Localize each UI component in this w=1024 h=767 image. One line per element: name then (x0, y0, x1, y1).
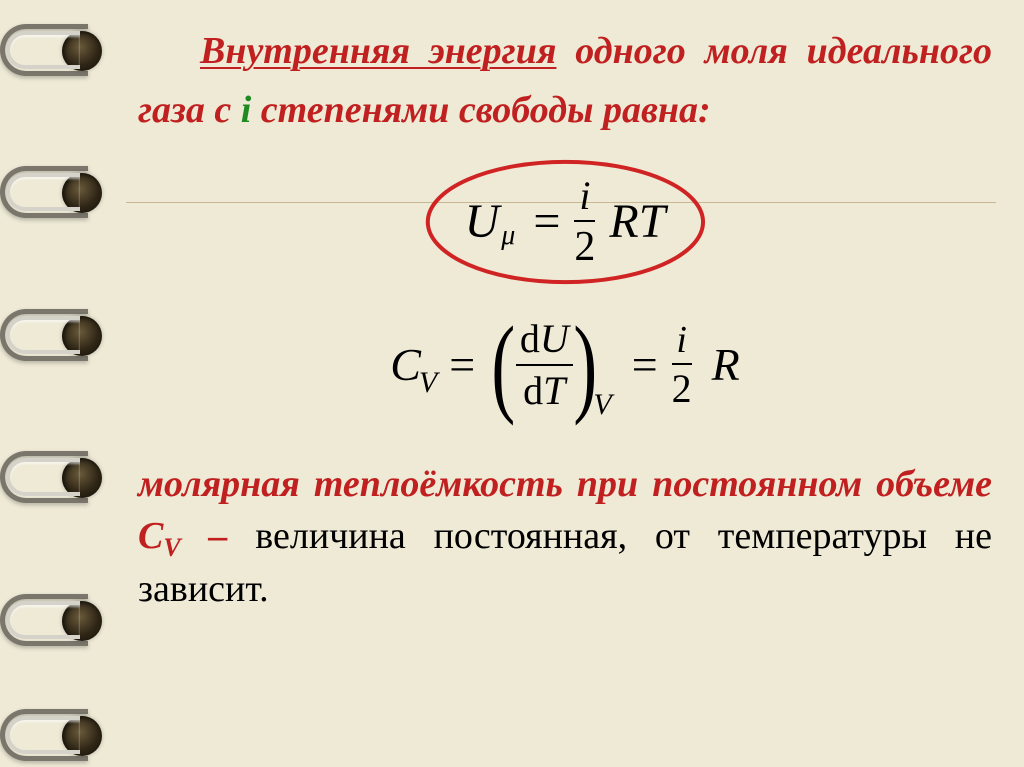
heading-i: i (241, 89, 252, 131)
binding-ring (0, 306, 120, 366)
paragraph: молярная теплоёмкость при постоянном объ… (138, 458, 992, 615)
formula-1-block: Uμ = i 2 RT (138, 158, 992, 286)
heading-line3: свободы равна: (459, 89, 711, 131)
f1-num: i (577, 176, 592, 220)
f1-U: U (465, 194, 500, 249)
binding-ring (0, 21, 120, 81)
heading: Внутренняя энергия одного моля идеальног… (138, 22, 992, 140)
f2-subV: V (593, 388, 611, 422)
f2-eq1: = (449, 338, 475, 391)
binding-ring (0, 591, 120, 651)
formula-2-block: CV = ( dU dT ) V = i 2 R (138, 314, 992, 416)
formula-1-oval: Uμ = i 2 RT (419, 158, 712, 286)
f2-paren: ( dU dT ) V (485, 314, 622, 416)
binding-ring (0, 163, 120, 223)
heading-underlined: Внутренняя энергия (200, 30, 556, 72)
page-content: Внутренняя энергия одного моля идеальног… (126, 0, 1024, 767)
f2-R: R (712, 338, 740, 391)
f1-frac: i 2 (574, 176, 595, 268)
f1-eq: = (533, 194, 560, 249)
f1-RT: RT (609, 194, 665, 249)
f2-Cv: CV (390, 338, 439, 391)
para-plain: величина постоянная, от температуры не з… (138, 515, 992, 609)
formula-1: Uμ = i 2 RT (465, 176, 666, 268)
f2-dUdT: dU dT (516, 314, 573, 416)
heading-rest-1: одного моля (556, 30, 787, 72)
f2-eq2: = (632, 338, 658, 391)
f2-lparen: ( (492, 321, 516, 409)
f2-frac: i 2 (672, 321, 692, 409)
f1-mu: μ (501, 220, 515, 252)
spiral-binding (0, 0, 120, 767)
f1-den: 2 (574, 222, 595, 268)
heading-line2-post: степенями (251, 89, 449, 131)
formula-2: CV = ( dU dT ) V = i 2 R (390, 314, 740, 416)
binding-ring (0, 448, 120, 508)
binding-ring (0, 706, 120, 766)
